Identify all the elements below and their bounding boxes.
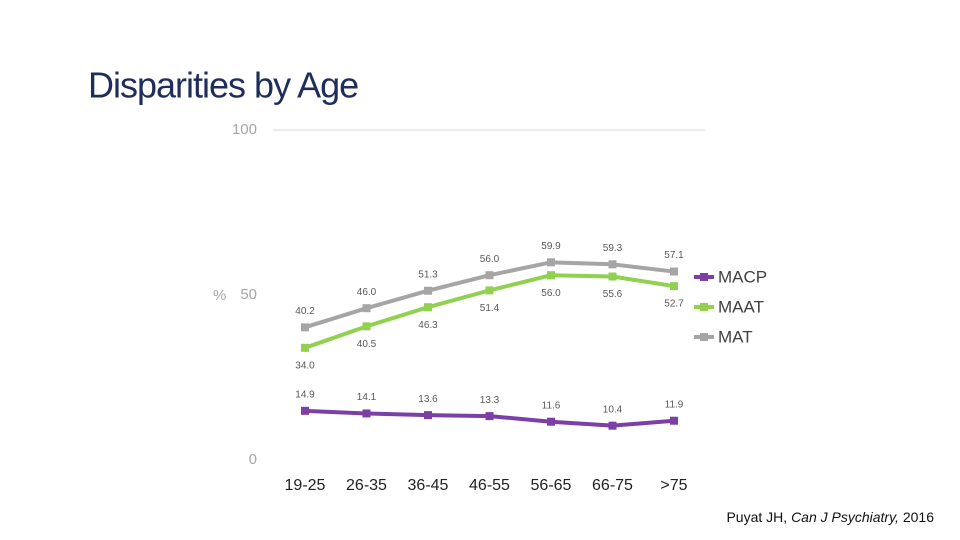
data-label: 40.5 bbox=[357, 339, 377, 350]
data-label: 56.0 bbox=[480, 254, 500, 265]
x-tick-label: 56-65 bbox=[531, 477, 572, 494]
data-label: 11.6 bbox=[542, 400, 561, 411]
chart-title: Disparities by Age bbox=[88, 65, 358, 106]
data-label: 10.4 bbox=[603, 404, 623, 415]
citation: Puyat JH, Can J Psychiatry, 2016 bbox=[726, 509, 934, 525]
data-label: 59.3 bbox=[603, 243, 623, 254]
data-label: 56.0 bbox=[541, 288, 561, 299]
y-tick-label: 0 bbox=[249, 451, 257, 468]
point-marker bbox=[362, 304, 371, 313]
point-marker bbox=[547, 271, 555, 280]
data-label: 46.0 bbox=[357, 287, 377, 298]
data-label: 46.3 bbox=[418, 320, 438, 331]
point-marker bbox=[424, 303, 432, 312]
x-tick-label: 26-35 bbox=[346, 477, 387, 494]
point-marker bbox=[362, 409, 371, 418]
data-label: 51.3 bbox=[418, 269, 438, 280]
point-marker bbox=[485, 412, 494, 421]
data-label: 55.6 bbox=[603, 289, 623, 300]
x-tick-label: 19-25 bbox=[285, 477, 326, 494]
point-marker bbox=[485, 271, 494, 280]
legend-marker bbox=[700, 333, 708, 341]
data-label: 14.1 bbox=[357, 392, 377, 403]
y-tick-label: 100 bbox=[232, 121, 257, 138]
point-marker bbox=[608, 421, 617, 430]
point-marker bbox=[301, 406, 309, 415]
x-tick-label: 36-45 bbox=[408, 477, 449, 494]
data-label: 59.9 bbox=[541, 241, 561, 252]
legend-marker bbox=[700, 303, 708, 311]
data-label: 13.6 bbox=[418, 394, 438, 405]
data-label: 11.9 bbox=[665, 399, 684, 410]
point-marker bbox=[424, 411, 432, 420]
citation-journal: Can J Psychiatry, bbox=[791, 509, 899, 525]
point-marker bbox=[608, 272, 617, 281]
point-marker bbox=[301, 323, 309, 332]
data-label: 13.3 bbox=[480, 395, 500, 406]
data-label: 34.0 bbox=[295, 360, 315, 371]
point-marker bbox=[670, 416, 678, 425]
data-label: 40.2 bbox=[295, 306, 315, 317]
point-marker bbox=[362, 322, 371, 331]
point-marker bbox=[485, 286, 494, 295]
point-marker bbox=[670, 282, 678, 291]
legend-label: MAT bbox=[718, 327, 753, 346]
point-marker bbox=[547, 258, 555, 267]
point-marker bbox=[670, 267, 678, 276]
point-marker bbox=[608, 260, 617, 269]
data-label: 14.9 bbox=[295, 389, 315, 400]
citation-author: Puyat JH, bbox=[726, 509, 787, 525]
data-label: 51.4 bbox=[480, 303, 500, 314]
point-marker bbox=[547, 417, 555, 426]
x-tick-label: >75 bbox=[660, 477, 687, 494]
point-marker bbox=[424, 286, 432, 295]
legend-marker bbox=[700, 273, 708, 281]
data-label: 52.7 bbox=[664, 299, 684, 310]
legend-label: MACP bbox=[718, 267, 767, 286]
legend-label: MAAT bbox=[718, 297, 764, 316]
y-axis-label: % bbox=[213, 287, 226, 304]
citation-year: 2016 bbox=[903, 509, 934, 525]
x-tick-label: 66-75 bbox=[592, 477, 633, 494]
x-tick-label: 46-55 bbox=[469, 477, 510, 494]
point-marker bbox=[301, 343, 309, 352]
data-label: 57.1 bbox=[664, 250, 684, 261]
y-tick-label: 50 bbox=[240, 286, 257, 303]
